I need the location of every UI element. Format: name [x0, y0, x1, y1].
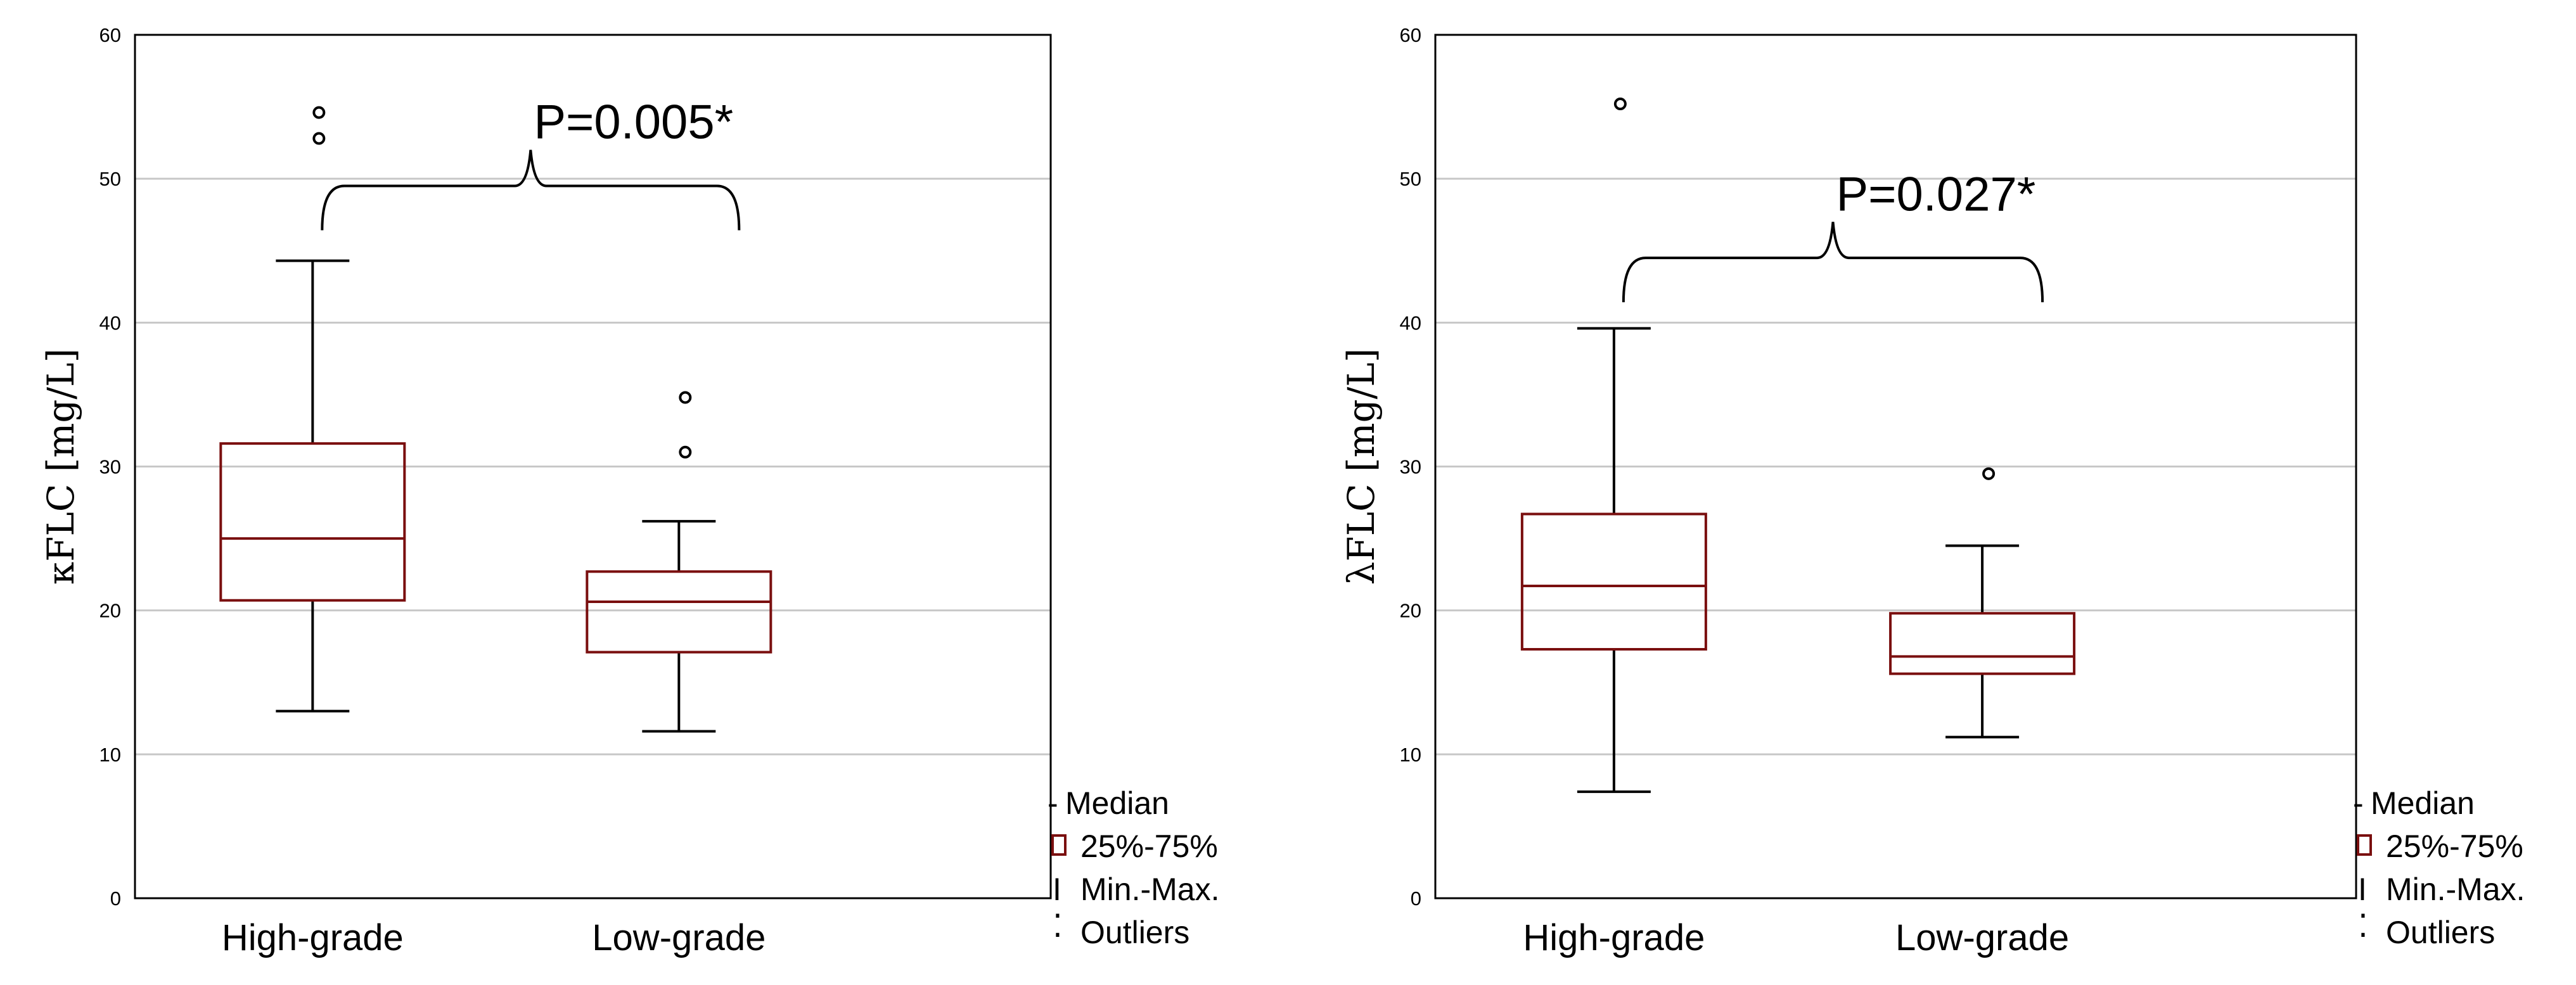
y-axis-label: λFLC [mg/L]: [1340, 348, 1383, 585]
plot-frame: [1434, 34, 2357, 899]
legend-median-label: Median: [1065, 785, 1169, 821]
legend-median-label: Median: [2371, 785, 2475, 821]
iqr-box: [586, 570, 772, 654]
chart-panel-2: 0 10 20 30 40 50 60 λFLC [mg/L] High-grade Low-gr…: [1340, 24, 2525, 958]
box-low-grade: [1889, 467, 2076, 739]
legend-range-glyph: I: [1053, 872, 1061, 907]
y-tick-label: 10: [1400, 744, 1421, 766]
legend-outlier-glyph: ⁚: [2358, 908, 2368, 944]
legend-range-label: Min.-Max.: [1080, 872, 1219, 907]
legend-range-glyph: I: [2358, 872, 2367, 907]
x-category-label: Low-grade: [1895, 917, 2069, 958]
y-tick-label: 10: [99, 744, 121, 766]
outlier-point: [1613, 98, 1627, 111]
outlier-point: [312, 106, 326, 119]
y-tick-label: 30: [1400, 456, 1421, 478]
legend-outliers-label: Outliers: [2386, 915, 2495, 950]
legend-iqr-label: 25%-75%: [1080, 829, 1218, 864]
box-high-grade: [1520, 98, 1707, 793]
legend-median-glyph: -: [2353, 785, 2364, 821]
legend-iqr-label: 25%-75%: [2386, 829, 2523, 864]
plot-frame: [134, 34, 1052, 899]
legend-median-glyph: -: [1048, 785, 1058, 821]
y-tick-label: 20: [99, 600, 121, 622]
legend-outliers-label: Outliers: [1080, 915, 1189, 950]
y-tick-label: 0: [110, 887, 121, 910]
y-tick-label: 0: [1411, 887, 1421, 910]
p-value-label: P=0.005*: [534, 96, 733, 149]
iqr-box: [1520, 512, 1707, 651]
y-tick-label: 60: [1400, 24, 1421, 46]
legend-outlier-glyph: ⁚: [1053, 908, 1063, 944]
chart-panel-1: 0 10 20 30 40 50 60 κFLC [mg/L] High-grade Low-gr…: [39, 24, 1219, 958]
x-category-label: High-grade: [222, 917, 404, 958]
legend: - Median 25%-75% I Min.-Max. ⁚ Outliers: [1048, 785, 1219, 950]
iqr-box: [1889, 612, 2076, 675]
outlier-point: [312, 132, 326, 145]
legend-box-swatch: [2357, 834, 2372, 856]
x-category-label: High-grade: [1523, 917, 1705, 958]
y-tick-label: 50: [1400, 168, 1421, 190]
y-tick-label: 50: [99, 168, 121, 190]
x-category-label: Low-grade: [592, 917, 766, 958]
outlier-point: [679, 391, 692, 404]
box-high-grade: [219, 106, 406, 713]
y-tick-label: 40: [1400, 312, 1421, 334]
significance-brace: [1622, 222, 2044, 303]
significance-brace: [321, 149, 741, 231]
p-value-label: P=0.027*: [1836, 167, 2035, 221]
outlier-point: [679, 445, 692, 459]
legend: - Median 25%-75% I Min.-Max. ⁚ Outliers: [2353, 785, 2525, 950]
box-low-grade: [586, 391, 772, 733]
y-axis-label: κFLC [mg/L]: [39, 348, 82, 585]
y-tick-label: 20: [1400, 600, 1421, 622]
legend-box-swatch: [1051, 834, 1067, 856]
y-tick-label: 30: [99, 456, 121, 478]
legend-range-label: Min.-Max.: [2386, 872, 2525, 907]
y-tick-label: 40: [99, 312, 121, 334]
y-tick-label: 60: [99, 24, 121, 46]
iqr-box: [219, 442, 406, 602]
outlier-point: [1982, 467, 1996, 480]
